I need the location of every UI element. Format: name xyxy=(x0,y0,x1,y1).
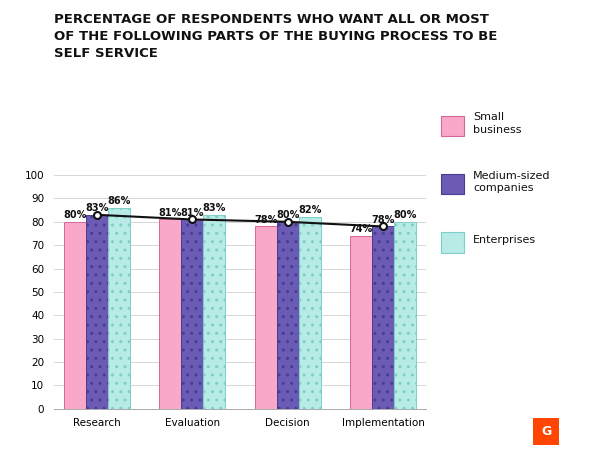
Bar xyxy=(181,220,203,409)
Text: 86%: 86% xyxy=(107,196,131,206)
Bar xyxy=(372,226,394,409)
Text: G: G xyxy=(541,425,551,437)
Point xyxy=(92,211,102,218)
Text: 82%: 82% xyxy=(298,205,322,215)
Bar xyxy=(394,222,416,409)
Text: 83%: 83% xyxy=(85,203,109,213)
Text: Medium-sized
companies: Medium-sized companies xyxy=(473,171,550,193)
Text: 78%: 78% xyxy=(371,215,395,224)
Text: 80%: 80% xyxy=(63,210,86,220)
Point xyxy=(283,218,292,225)
Bar xyxy=(64,222,86,409)
Text: 78%: 78% xyxy=(254,215,277,224)
Text: Small
business: Small business xyxy=(473,113,521,135)
Bar xyxy=(86,215,108,409)
Bar xyxy=(299,217,320,409)
Bar xyxy=(277,222,299,409)
Text: 80%: 80% xyxy=(276,210,299,220)
Bar xyxy=(350,236,372,409)
Text: 74%: 74% xyxy=(350,224,373,234)
Text: PERCENTAGE OF RESPONDENTS WHO WANT ALL OR MOST
OF THE FOLLOWING PARTS OF THE BUY: PERCENTAGE OF RESPONDENTS WHO WANT ALL O… xyxy=(54,13,497,61)
Bar xyxy=(160,220,181,409)
Bar xyxy=(108,208,130,409)
Point xyxy=(188,216,197,223)
Bar xyxy=(255,226,277,409)
Text: 83%: 83% xyxy=(203,203,226,213)
Text: Enterprises: Enterprises xyxy=(473,235,536,246)
Point xyxy=(378,223,388,230)
Bar xyxy=(203,215,225,409)
Text: 81%: 81% xyxy=(158,207,182,218)
Text: 80%: 80% xyxy=(394,210,417,220)
Text: 81%: 81% xyxy=(181,207,204,218)
